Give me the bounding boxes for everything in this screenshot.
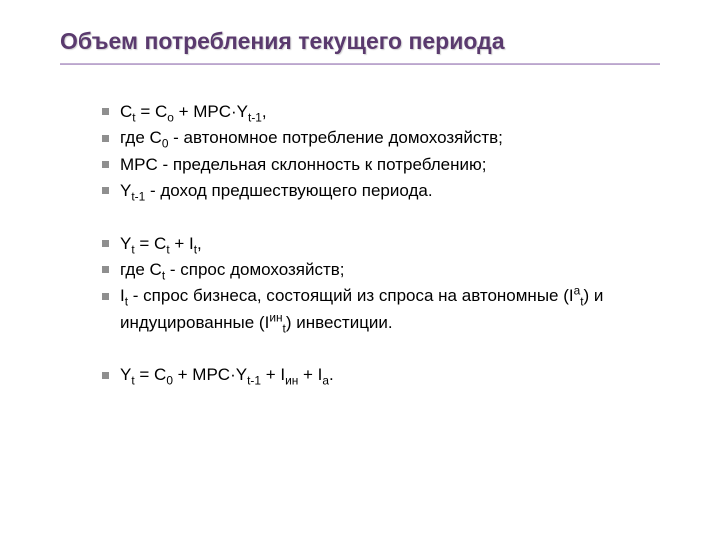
bullet-item: MPC - предельная склонность к потреблени… (102, 152, 660, 178)
slide-title: Объем потребления текущего периода (60, 28, 660, 55)
bullet-item: Yt = Ct + It, (102, 231, 660, 257)
bullet-item: Yt-1 - доход предшествующего периода. (102, 178, 660, 204)
slide: Объем потребления текущего периода Ct = … (0, 0, 720, 540)
bullet-item: It - спрос бизнеса, состоящий из спроса … (102, 283, 660, 336)
bullet-item: Yt = C0 + MPC·Yt-1 + Iин + Ia. (102, 362, 660, 388)
bullet-item: где Ct - спрос домохозяйств; (102, 257, 660, 283)
title-underline (60, 63, 660, 65)
bullet-item: Ct = Co + MPC·Yt-1, (102, 99, 660, 125)
bullet-list: Ct = Co + MPC·Yt-1,где C0 - автономное п… (60, 99, 660, 389)
bullet-item: где C0 - автономное потребление домохозя… (102, 125, 660, 151)
